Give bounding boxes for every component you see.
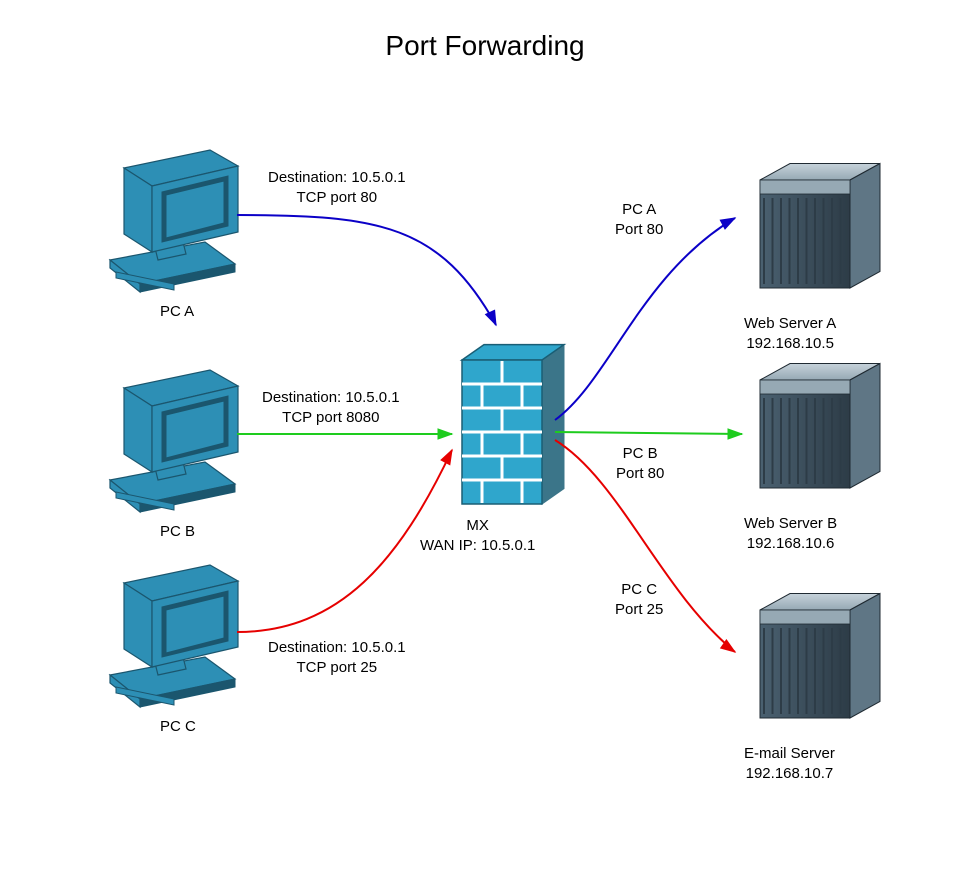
dest-c-label: Destination: 10.5.0.1 TCP port 25	[268, 638, 406, 677]
fwd-a-label: PC A Port 80	[615, 200, 663, 239]
server-c-label: E-mail Server 192.168.10.7	[744, 744, 835, 783]
pc-b-label: PC B	[160, 522, 195, 542]
pc-c-label: PC C	[160, 717, 196, 737]
pc-a-label: PC A	[160, 302, 194, 322]
diagram-canvas	[0, 0, 970, 870]
dest-a-label: Destination: 10.5.0.1 TCP port 80	[268, 168, 406, 207]
server-a-label: Web Server A 192.168.10.5	[744, 314, 836, 353]
fwd-b-label: PC B Port 80	[616, 444, 664, 483]
fwd-c-label: PC C Port 25	[615, 580, 663, 619]
firewall-label: MX WAN IP: 10.5.0.1	[420, 516, 535, 555]
server-b-label: Web Server B 192.168.10.6	[744, 514, 837, 553]
dest-b-label: Destination: 10.5.0.1 TCP port 8080	[262, 388, 400, 427]
